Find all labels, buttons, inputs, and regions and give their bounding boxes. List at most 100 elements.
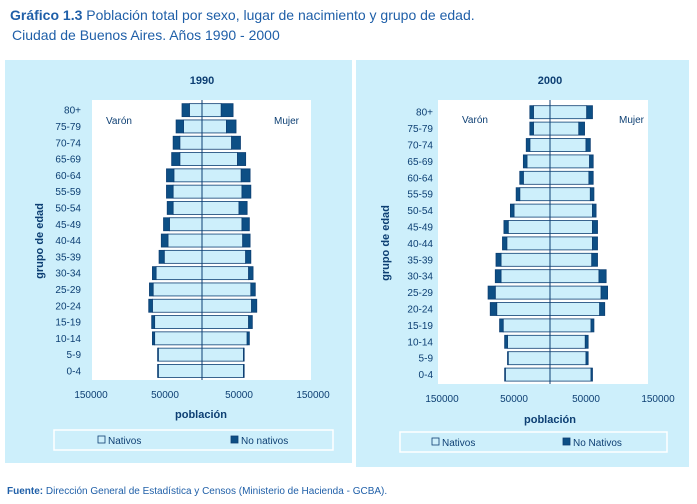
bar-1990-varon-nativos-35-39 bbox=[163, 249, 203, 264]
bar-2000-varon-nativos-5-9 bbox=[507, 351, 551, 366]
category-label-2000-25-29: 25-29 bbox=[407, 288, 433, 299]
bar-2000-varon-no-nativos-0-4 bbox=[504, 367, 506, 382]
category-label-1990-70-74: 70-74 bbox=[55, 138, 81, 149]
bar-1990-varon-no-nativos-5-9 bbox=[157, 347, 159, 362]
x-axis-title-1990: población bbox=[175, 409, 227, 421]
sex-label-varon-2000: Varón bbox=[462, 115, 488, 126]
x-tick-label-1990-1: 50000 bbox=[151, 390, 179, 401]
legend-label-no-nativos-1990: No nativos bbox=[241, 436, 288, 447]
category-label-1990-30-34: 30-34 bbox=[55, 269, 81, 280]
bar-2000-mujer-no-nativos-5-9 bbox=[585, 351, 589, 366]
category-label-1990-65-69: 65-69 bbox=[55, 155, 81, 166]
bar-2000-varon-nativos-25-29 bbox=[494, 285, 551, 300]
bar-1990-mujer-no-nativos-60-64 bbox=[240, 168, 251, 183]
bar-2000-varon-no-nativos-65-69 bbox=[522, 154, 528, 169]
bar-2000-mujer-no-nativos-10-14 bbox=[584, 334, 589, 349]
category-label-1990-20-24: 20-24 bbox=[55, 301, 81, 312]
bar-1990-varon-no-nativos-0-4 bbox=[157, 364, 159, 378]
bar-2000-varon-nativos-75-79 bbox=[533, 121, 551, 136]
category-label-1990-80+: 80+ bbox=[64, 106, 81, 117]
bar-2000-varon-no-nativos-75-79 bbox=[529, 121, 534, 136]
bar-1990-mujer-nativos-45-49 bbox=[201, 217, 243, 232]
bar-1990-varon-no-nativos-65-69 bbox=[171, 152, 181, 166]
bar-2000-mujer-no-nativos-80+ bbox=[586, 105, 593, 120]
x-tick-label-1990-3: 150000 bbox=[296, 390, 330, 401]
bar-2000-mujer-no-nativos-50-54 bbox=[592, 203, 597, 218]
bar-2000-varon-nativos-65-69 bbox=[526, 154, 551, 169]
category-label-1990-50-54: 50-54 bbox=[55, 203, 81, 214]
bar-2000-varon-no-nativos-70-74 bbox=[525, 138, 531, 152]
category-label-1990-15-19: 15-19 bbox=[55, 318, 81, 329]
legend-box-1990 bbox=[53, 429, 334, 451]
category-label-2000-15-19: 15-19 bbox=[407, 321, 433, 332]
bar-1990-mujer-no-nativos-20-24 bbox=[251, 298, 258, 313]
category-label-2000-80+: 80+ bbox=[416, 108, 433, 119]
bar-2000-varon-nativos-15-19 bbox=[502, 318, 551, 333]
category-label-2000-30-34: 30-34 bbox=[407, 272, 433, 283]
bar-2000-mujer-no-nativos-0-4 bbox=[590, 367, 593, 382]
bar-2000-varon-no-nativos-45-49 bbox=[503, 220, 509, 234]
bar-1990-mujer-nativos-65-69 bbox=[201, 152, 238, 166]
category-label-2000-40-44: 40-44 bbox=[407, 239, 433, 250]
bar-2000-mujer-no-nativos-40-44 bbox=[592, 236, 598, 251]
bar-1990-mujer-nativos-20-24 bbox=[201, 298, 252, 313]
category-label-2000-10-14: 10-14 bbox=[407, 337, 433, 348]
category-label-2000-5-9: 5-9 bbox=[419, 354, 434, 365]
category-label-2000-50-54: 50-54 bbox=[407, 206, 433, 217]
bar-1990-varon-no-nativos-80+ bbox=[181, 103, 190, 118]
legend-label-no-nativos-2000: No Nativos bbox=[573, 438, 622, 449]
bar-2000-varon-no-nativos-50-54 bbox=[509, 203, 515, 218]
bar-2000-mujer-no-nativos-70-74 bbox=[585, 138, 591, 152]
bar-1990-varon-nativos-50-54 bbox=[172, 201, 203, 215]
bar-1990-mujer-no-nativos-55-59 bbox=[241, 184, 252, 199]
bar-1990-varon-no-nativos-15-19 bbox=[151, 315, 156, 329]
bar-1990-mujer-no-nativos-35-39 bbox=[245, 249, 252, 264]
sex-label-mujer-2000: Mujer bbox=[619, 115, 645, 126]
bar-2000-varon-nativos-20-24 bbox=[496, 302, 551, 316]
bar-2000-varon-nativos-70-74 bbox=[529, 138, 551, 152]
category-label-1990-10-14: 10-14 bbox=[55, 334, 81, 345]
x-tick-label-2000-3: 150000 bbox=[641, 394, 675, 405]
category-label-2000-0-4: 0-4 bbox=[419, 370, 434, 381]
bar-2000-mujer-no-nativos-35-39 bbox=[591, 252, 598, 267]
bar-2000-varon-no-nativos-20-24 bbox=[489, 302, 498, 316]
bar-2000-varon-nativos-45-49 bbox=[507, 220, 551, 234]
bar-2000-varon-nativos-80+ bbox=[533, 105, 551, 120]
bar-2000-varon-no-nativos-25-29 bbox=[487, 285, 496, 300]
bar-1990-varon-nativos-75-79 bbox=[183, 119, 203, 134]
bar-2000-varon-nativos-40-44 bbox=[506, 236, 551, 251]
bar-1990-mujer-nativos-30-34 bbox=[201, 266, 250, 281]
sex-label-varon-1990: Varón bbox=[106, 116, 132, 127]
y-axis-title-1990: grupo de edad bbox=[34, 203, 46, 279]
bar-2000-varon-no-nativos-10-14 bbox=[504, 334, 508, 349]
legend-swatch-no-nativos-1990 bbox=[230, 435, 239, 444]
bar-2000-varon-no-nativos-35-39 bbox=[495, 252, 502, 267]
bar-1990-varon-no-nativos-20-24 bbox=[148, 298, 153, 313]
bar-1990-varon-no-nativos-60-64 bbox=[166, 168, 175, 183]
bar-1990-mujer-nativos-15-19 bbox=[201, 315, 250, 329]
pyramid-panel-2000: 2000 Varón Mujer 80+ 75-79 70-74 65-69 60-64 55-… bbox=[356, 60, 689, 467]
category-label-2000-70-74: 70-74 bbox=[407, 141, 433, 152]
legend-box-2000 bbox=[399, 431, 668, 453]
bar-2000-mujer-no-nativos-60-64 bbox=[588, 170, 594, 185]
category-label-2000-60-64: 60-64 bbox=[407, 173, 433, 184]
bar-2000-mujer-nativos-20-24 bbox=[549, 302, 601, 316]
bar-1990-varon-nativos-40-44 bbox=[167, 233, 203, 248]
bar-2000-varon-no-nativos-15-19 bbox=[499, 318, 504, 333]
chart-title-label: Gráfico 1.3 bbox=[10, 7, 83, 23]
bar-1990-varon-nativos-15-19 bbox=[154, 315, 203, 329]
bar-1990-mujer-nativos-5-9 bbox=[201, 347, 244, 362]
chart-title: Gráfico 1.3 Población total por sexo, lu… bbox=[10, 5, 475, 45]
bar-1990-mujer-no-nativos-5-9 bbox=[243, 347, 245, 362]
bar-1990-varon-nativos-45-49 bbox=[169, 217, 203, 232]
category-label-1990-55-59: 55-59 bbox=[55, 187, 81, 198]
bar-2000-varon-no-nativos-80+ bbox=[529, 105, 534, 120]
source-label: Fuente: bbox=[7, 486, 44, 497]
bar-2000-mujer-no-nativos-30-34 bbox=[598, 269, 607, 284]
category-label-2000-45-49: 45-49 bbox=[407, 223, 433, 234]
x-tick-label-2000-0: 150000 bbox=[425, 394, 459, 405]
chart-title-text: Población total por sexo, lugar de nacim… bbox=[86, 7, 475, 23]
legend-swatch-nativos-1990 bbox=[97, 435, 106, 444]
category-label-2000-55-59: 55-59 bbox=[407, 190, 433, 201]
bar-2000-varon-nativos-50-54 bbox=[513, 203, 551, 218]
